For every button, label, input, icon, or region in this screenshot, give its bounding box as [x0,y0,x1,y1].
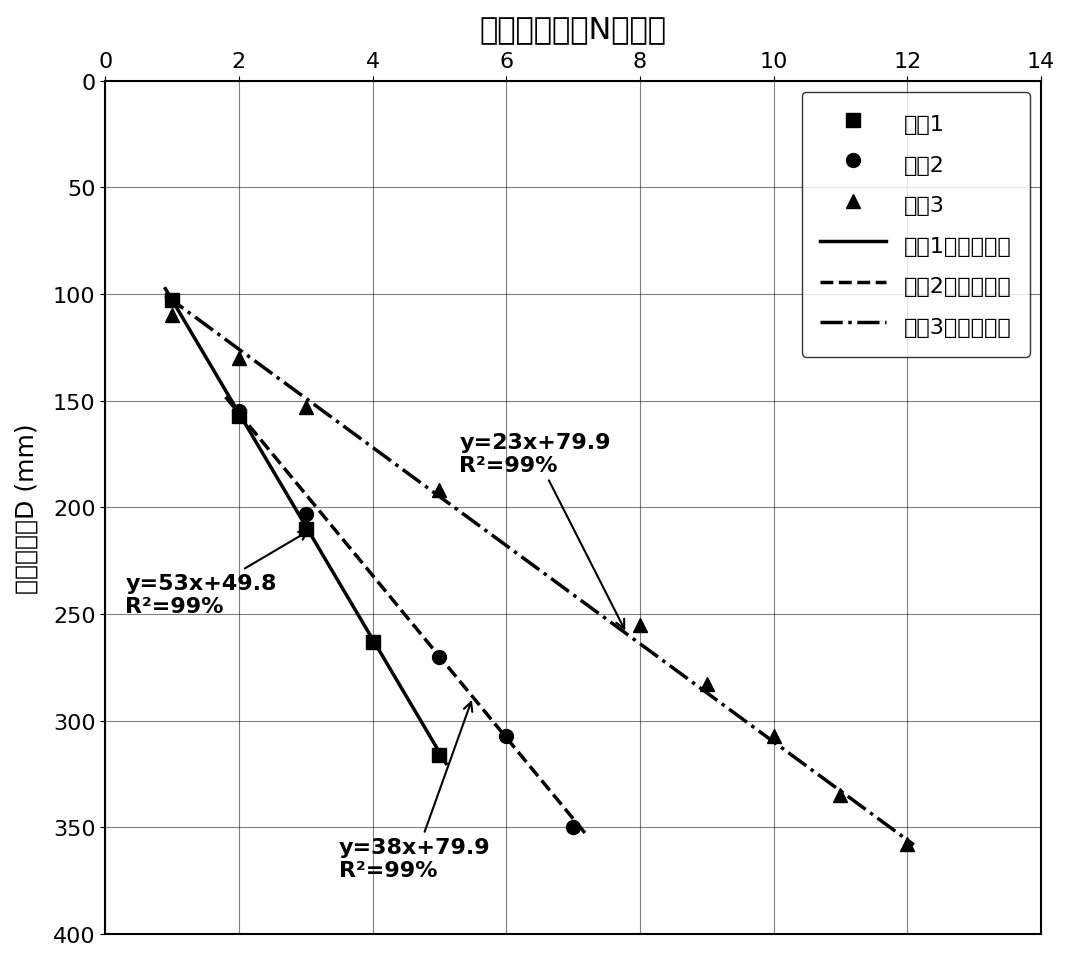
试验2 [433,652,446,663]
试验3的直线拟合 [605,617,617,628]
Y-axis label: 贯入深度，D (mm): 贯入深度，D (mm) [15,423,39,593]
试验2的直线拟合 [434,653,447,664]
Line: 试验2的直线拟合: 试验2的直线拟合 [226,398,586,835]
试验2的直线拟合 [289,476,302,487]
试验3 [767,730,780,742]
Line: 试验2: 试验2 [232,405,580,834]
试验1的直线拟合 [225,394,238,406]
试验2的直线拟合 [562,807,575,819]
试验1 [366,636,379,648]
试验3 [232,353,245,364]
Line: 试验1: 试验1 [165,294,446,762]
试验2的直线拟合 [219,392,232,404]
试验3 [633,619,646,630]
试验1的直线拟合 [213,375,226,386]
试验2 [300,508,312,520]
试验1 [232,410,245,422]
试验2的直线拟合 [551,794,564,805]
试验3的直线拟合 [333,418,346,430]
Line: 试验3的直线拟合: 试验3的直线拟合 [166,296,914,845]
试验3的直线拟合 [159,290,172,302]
Text: y=53x+49.8
R²=99%: y=53x+49.8 R²=99% [125,531,308,616]
试验3的直线拟合 [545,573,557,584]
试验3的直线拟合 [303,396,316,407]
试验3 [300,402,312,413]
试验1的直线拟合 [159,283,172,295]
试验3的直线拟合 [847,795,860,806]
试验1的直线拟合 [426,734,439,746]
试验3 [901,839,914,850]
试验1 [433,750,446,761]
X-axis label: 累积锤击数，N（击）: 累积锤击数，N（击） [479,15,667,44]
试验1 [166,295,179,307]
试验1的直线拟合 [417,720,430,731]
试验2的直线拟合 [406,617,418,628]
试验3 [834,790,846,801]
试验2的直线拟合 [580,829,593,841]
试验3 [433,485,446,497]
Line: 试验1的直线拟合: 试验1的直线拟合 [166,289,446,764]
试验3的直线拟合 [870,811,883,823]
Legend: 试验1, 试验2, 试验3, 试验1的直线拟合, 试验2的直线拟合, 试验3的直线拟合: 试验1, 试验2, 试验3, 试验1的直线拟合, 试验2的直线拟合, 试验3的直… [802,92,1029,357]
试验3的直线拟合 [907,839,920,850]
试验2 [232,407,245,418]
试验1的直线拟合 [440,758,453,770]
试验1 [300,524,312,535]
Text: y=23x+79.9
R²=99%: y=23x+79.9 R²=99% [459,432,624,628]
试验2 [500,730,513,742]
试验2的直线拟合 [303,493,316,505]
Line: 试验3: 试验3 [165,309,914,851]
试验3 [700,678,713,690]
试验1的直线拟合 [326,566,339,578]
试验3 [166,310,179,322]
Text: y=38x+79.9
R²=99%: y=38x+79.9 R²=99% [339,702,491,880]
试验2 [567,822,580,833]
试验1的直线拟合 [304,528,317,539]
